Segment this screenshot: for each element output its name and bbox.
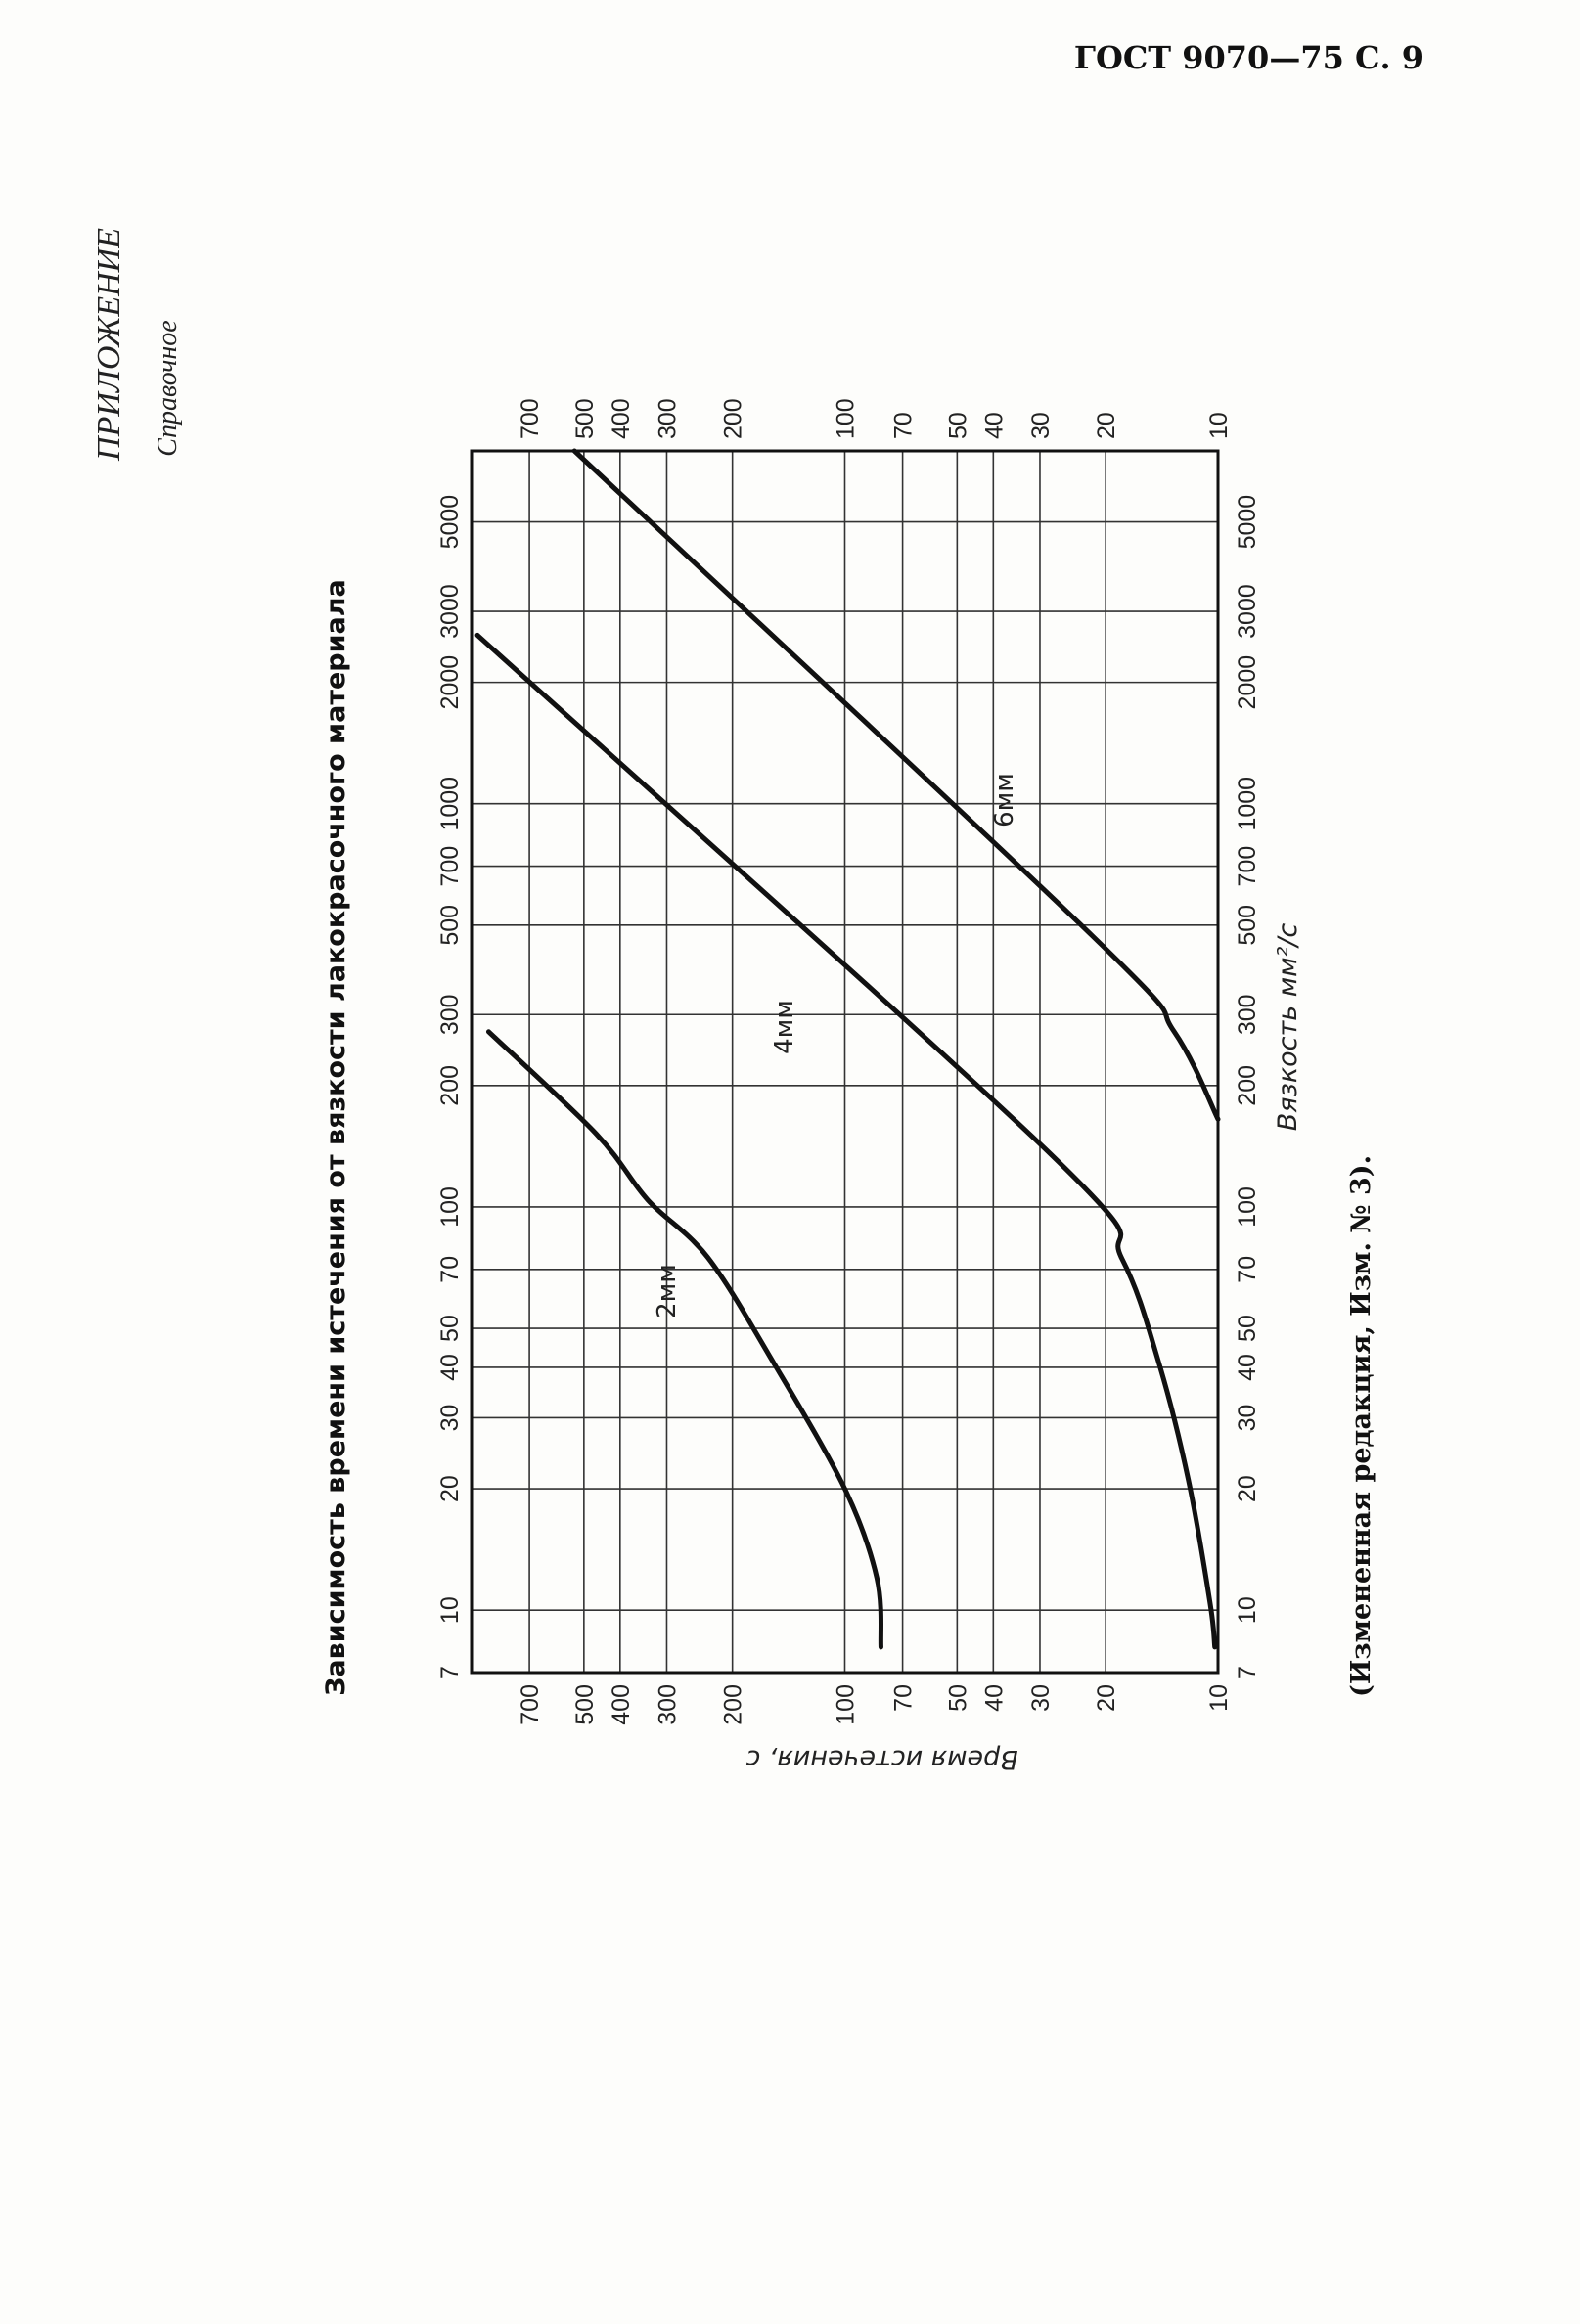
y-tick-label: 700 — [517, 1684, 544, 1725]
y-tick-label: 400 — [608, 398, 635, 439]
x-tick-label: 200 — [1234, 1065, 1261, 1106]
footnote: (Измененная редакция, Изм. № 3). — [1346, 1155, 1377, 1697]
y-tick-label: 20 — [1093, 1684, 1120, 1712]
y-tick-label: 10 — [1205, 412, 1233, 439]
x-tick-label: 300 — [436, 994, 464, 1035]
chart: Зависимость времени истечения от вязкост… — [321, 398, 1303, 1774]
y-tick-label: 20 — [1093, 412, 1120, 439]
y-tick-label: 400 — [608, 1684, 635, 1725]
curve — [474, 632, 1218, 1650]
curve-label: 4мм — [770, 1000, 799, 1054]
x-tick-label: 700 — [1234, 846, 1261, 887]
x-tick-label: 500 — [436, 905, 464, 946]
y-tick-label: 50 — [944, 412, 971, 439]
chart-title: Зависимость времени истечения от вязкост… — [321, 579, 351, 1696]
x-tick-label: 1000 — [436, 777, 464, 831]
y-tick-label: 700 — [517, 398, 544, 439]
y-axis-label: Время истечения, с — [745, 1744, 1017, 1774]
x-tick-label: 40 — [436, 1354, 464, 1381]
y-tick-label: 200 — [720, 1684, 747, 1725]
curve-label: 6мм — [990, 773, 1019, 827]
x-tick-label: 70 — [436, 1256, 464, 1283]
y-tick-label: 30 — [1027, 412, 1055, 439]
x-tick-label: 2000 — [436, 655, 464, 710]
y-tick-label: 500 — [571, 1684, 599, 1725]
curve-label: 2мм — [653, 1264, 682, 1318]
y-tick-label: 70 — [890, 412, 918, 439]
y-tick-label: 100 — [833, 398, 860, 439]
y-tick-label: 10 — [1205, 1684, 1233, 1712]
x-tick-label: 300 — [1234, 994, 1261, 1035]
x-tick-label: 70 — [1234, 1256, 1261, 1283]
x-tick-label: 5000 — [1234, 495, 1261, 550]
x-tick-label: 10 — [1234, 1596, 1261, 1624]
y-tick-label: 40 — [980, 1684, 1008, 1712]
x-tick-label: 1000 — [1234, 777, 1261, 831]
x-tick-label: 30 — [1234, 1405, 1261, 1432]
appendix-note: Справочное — [153, 320, 183, 456]
appendix-title: ПРИЛОЖЕНИЕ — [91, 228, 127, 462]
x-tick-label: 20 — [436, 1475, 464, 1502]
x-tick-label: 200 — [436, 1065, 464, 1106]
y-tick-label: 70 — [890, 1684, 918, 1712]
x-tick-label: 100 — [1234, 1186, 1261, 1228]
x-tick-label: 10 — [436, 1596, 464, 1624]
curve — [571, 448, 1221, 1122]
x-tick-label: 20 — [1234, 1475, 1261, 1502]
y-tick-label: 300 — [654, 1684, 681, 1725]
x-tick-label: 50 — [436, 1315, 464, 1342]
y-tick-label: 50 — [944, 1684, 971, 1712]
y-tick-label: 500 — [571, 398, 599, 439]
x-tick-label: 100 — [436, 1186, 464, 1228]
x-tick-label: 5000 — [436, 495, 464, 550]
x-tick-label: 30 — [436, 1405, 464, 1432]
y-tick-label: 40 — [980, 412, 1008, 439]
y-tick-label: 300 — [654, 398, 681, 439]
plot-frame — [470, 449, 1220, 1675]
y-tick-label: 200 — [720, 398, 747, 439]
x-tick-label: 7 — [436, 1666, 464, 1679]
x-tick-label: 700 — [436, 846, 464, 887]
x-tick-label: 500 — [1234, 905, 1261, 946]
x-tick-label: 3000 — [436, 584, 464, 639]
x-tick-label: 3000 — [1234, 584, 1261, 639]
page-header: ГОСТ 9070—75 С. 9 — [1074, 39, 1423, 76]
x-tick-label: 7 — [1234, 1666, 1261, 1679]
y-tick-label: 30 — [1027, 1684, 1055, 1712]
x-tick-label: 40 — [1234, 1354, 1261, 1381]
x-tick-label: 50 — [1234, 1315, 1261, 1342]
x-tick-label: 2000 — [1234, 655, 1261, 710]
y-tick-label: 100 — [833, 1684, 860, 1725]
x-axis-label: Вязкость мм²/с — [1273, 923, 1303, 1132]
curve — [485, 1029, 884, 1650]
